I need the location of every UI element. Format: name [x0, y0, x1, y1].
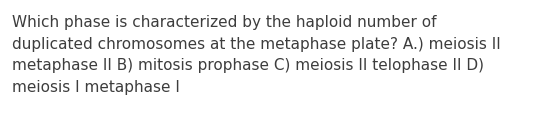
Text: Which phase is characterized by the haploid number of
duplicated chromosomes at : Which phase is characterized by the hapl…	[12, 15, 501, 95]
